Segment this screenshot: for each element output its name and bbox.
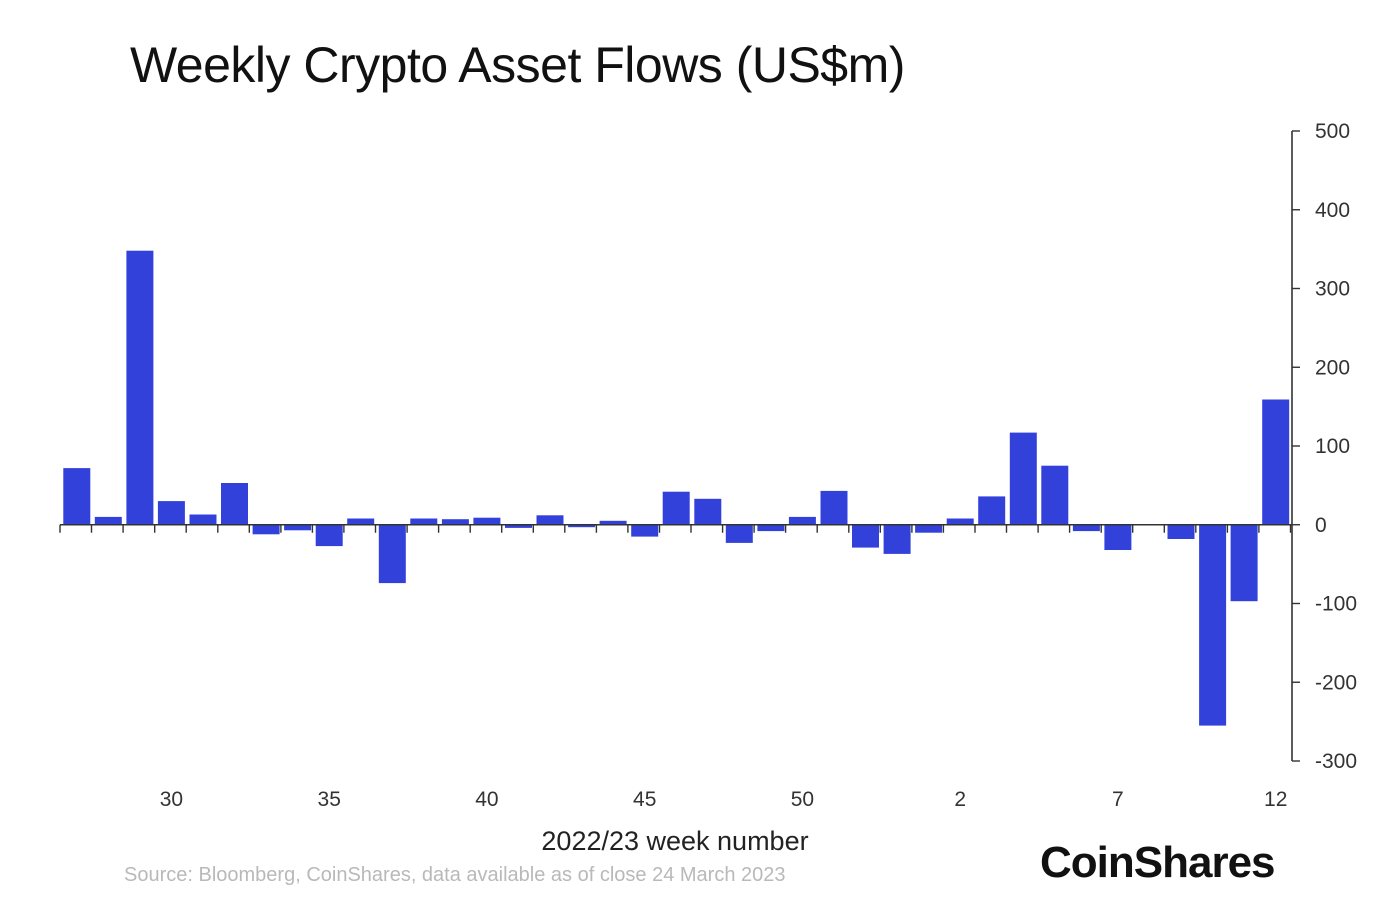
x-tick-label: 40 — [475, 788, 498, 811]
y-tick-label: 100 — [1315, 435, 1350, 458]
bar — [252, 524, 280, 535]
bar — [441, 519, 469, 525]
bar — [757, 524, 785, 532]
bar — [568, 524, 596, 528]
coinshares-logo: CoinShares — [1040, 838, 1276, 887]
y-tick-labels: 500 400 300 200 100 0 -100 -200 -300 — [1315, 120, 1357, 773]
bar — [505, 524, 532, 528]
x-tick-label: 35 — [318, 788, 341, 811]
bar — [631, 524, 659, 537]
bar — [820, 490, 848, 525]
bar — [1072, 524, 1100, 532]
bar — [63, 468, 91, 525]
bar — [284, 524, 312, 531]
bar — [410, 518, 438, 525]
source-note: Source: Bloomberg, CoinShares, data avai… — [124, 864, 786, 886]
bar — [1230, 524, 1258, 602]
bar — [536, 515, 564, 525]
bar — [788, 516, 816, 525]
axes-layer — [59, 130, 1300, 762]
bar — [915, 524, 943, 533]
bar — [1009, 432, 1037, 525]
x-tick-label: 30 — [160, 788, 183, 811]
bar — [1262, 399, 1290, 525]
x-tick-label: 7 — [1112, 788, 1124, 811]
bar — [221, 483, 248, 525]
bar — [378, 524, 406, 584]
bar — [315, 524, 343, 547]
bar — [662, 491, 690, 525]
bar — [347, 518, 375, 525]
x-tick-label: 45 — [633, 788, 656, 811]
bar — [725, 524, 753, 543]
y-tick-label: 300 — [1315, 278, 1350, 301]
x-tick-label: 12 — [1264, 788, 1287, 811]
y-tick-label: 200 — [1315, 356, 1350, 379]
bar — [126, 250, 154, 525]
bar — [189, 514, 217, 525]
bar — [473, 517, 501, 525]
bars-layer — [63, 250, 1290, 726]
bar — [883, 524, 911, 554]
bar — [1167, 524, 1195, 539]
x-tick-labels: 30 35 40 45 50 2 7 12 — [160, 788, 1288, 811]
bar — [694, 498, 722, 525]
bar — [1199, 524, 1227, 726]
bar — [94, 516, 122, 525]
y-tick-label: 0 — [1315, 514, 1327, 537]
y-tick-label: -200 — [1315, 671, 1357, 694]
chart-title: Weekly Crypto Asset Flows (US$m) — [130, 37, 905, 93]
x-tick-label: 2 — [954, 788, 966, 811]
bar — [978, 496, 1006, 525]
y-tick-label: -100 — [1315, 593, 1357, 616]
bar — [157, 501, 185, 525]
bar — [1041, 465, 1069, 525]
x-axis-label: 2022/23 week number — [541, 826, 809, 856]
y-tick-label: 400 — [1315, 199, 1350, 222]
bar — [852, 524, 879, 548]
x-tick-label: 50 — [791, 788, 814, 811]
bar — [946, 518, 974, 525]
y-tick-label: -300 — [1315, 750, 1357, 773]
bar — [1104, 524, 1132, 550]
y-tick-label: 500 — [1315, 120, 1350, 143]
bar — [599, 520, 627, 525]
